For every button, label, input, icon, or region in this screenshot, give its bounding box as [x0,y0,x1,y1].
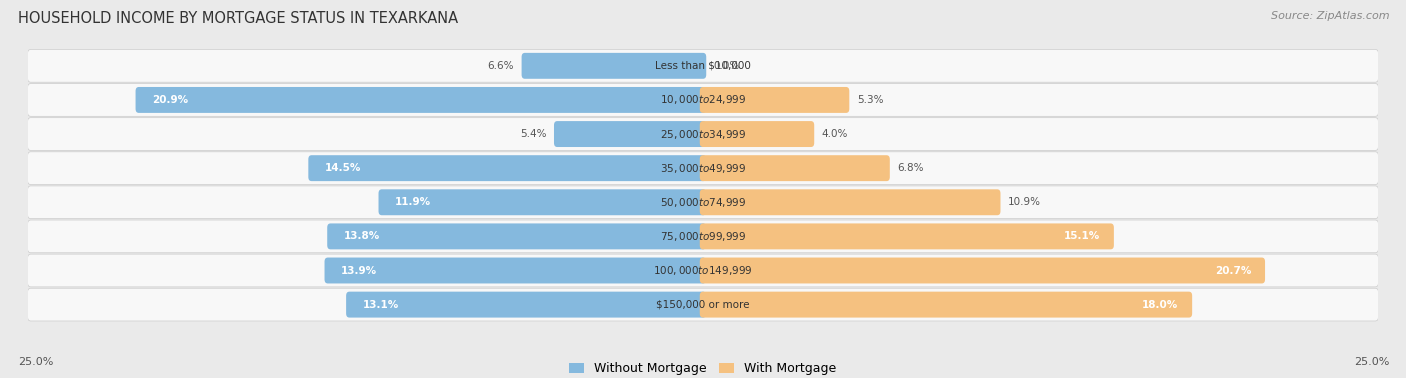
Text: 6.6%: 6.6% [488,61,515,71]
FancyBboxPatch shape [700,189,1001,215]
Text: $35,000 to $49,999: $35,000 to $49,999 [659,162,747,175]
FancyBboxPatch shape [522,53,706,79]
Text: 18.0%: 18.0% [1142,300,1178,310]
Legend: Without Mortgage, With Mortgage: Without Mortgage, With Mortgage [564,357,842,378]
Text: 5.4%: 5.4% [520,129,547,139]
FancyBboxPatch shape [135,87,706,113]
FancyBboxPatch shape [700,257,1265,284]
Text: 13.1%: 13.1% [363,300,399,310]
FancyBboxPatch shape [378,189,706,215]
FancyBboxPatch shape [700,223,1114,249]
FancyBboxPatch shape [554,121,706,147]
FancyBboxPatch shape [28,220,1378,253]
FancyBboxPatch shape [308,155,706,181]
FancyBboxPatch shape [28,254,1378,287]
Text: 5.3%: 5.3% [856,95,883,105]
FancyBboxPatch shape [28,118,1378,150]
Text: 25.0%: 25.0% [1354,357,1389,367]
FancyBboxPatch shape [700,292,1192,318]
Text: $75,000 to $99,999: $75,000 to $99,999 [659,230,747,243]
FancyBboxPatch shape [700,155,890,181]
Text: $100,000 to $149,999: $100,000 to $149,999 [654,264,752,277]
Text: 25.0%: 25.0% [18,357,53,367]
FancyBboxPatch shape [700,87,849,113]
FancyBboxPatch shape [28,186,1378,218]
Text: $50,000 to $74,999: $50,000 to $74,999 [659,196,747,209]
Text: HOUSEHOLD INCOME BY MORTGAGE STATUS IN TEXARKANA: HOUSEHOLD INCOME BY MORTGAGE STATUS IN T… [18,11,458,26]
FancyBboxPatch shape [328,223,706,249]
Text: 6.8%: 6.8% [897,163,924,173]
FancyBboxPatch shape [325,257,706,284]
Text: 20.9%: 20.9% [152,95,188,105]
Text: 13.9%: 13.9% [342,265,377,276]
Text: 4.0%: 4.0% [821,129,848,139]
FancyBboxPatch shape [28,288,1378,321]
Text: 0.0%: 0.0% [714,61,740,71]
Text: $150,000 or more: $150,000 or more [657,300,749,310]
Text: 20.7%: 20.7% [1215,265,1251,276]
Text: Less than $10,000: Less than $10,000 [655,61,751,71]
FancyBboxPatch shape [28,50,1378,82]
Text: 10.9%: 10.9% [1008,197,1040,207]
FancyBboxPatch shape [28,84,1378,116]
Text: 11.9%: 11.9% [395,197,432,207]
Text: $10,000 to $24,999: $10,000 to $24,999 [659,93,747,107]
Text: $25,000 to $34,999: $25,000 to $34,999 [659,127,747,141]
Text: 13.8%: 13.8% [344,231,380,242]
FancyBboxPatch shape [700,121,814,147]
Text: 14.5%: 14.5% [325,163,361,173]
Text: 15.1%: 15.1% [1063,231,1099,242]
FancyBboxPatch shape [28,152,1378,184]
Text: Source: ZipAtlas.com: Source: ZipAtlas.com [1271,11,1389,21]
FancyBboxPatch shape [346,292,706,318]
